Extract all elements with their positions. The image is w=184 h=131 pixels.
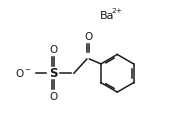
- Text: O: O: [49, 45, 57, 55]
- Text: Ba: Ba: [100, 11, 115, 21]
- Text: S: S: [49, 67, 57, 80]
- Text: O: O: [84, 32, 92, 42]
- Text: 2+: 2+: [111, 8, 122, 14]
- Text: O$^-$: O$^-$: [15, 67, 32, 79]
- Text: O: O: [49, 92, 57, 102]
